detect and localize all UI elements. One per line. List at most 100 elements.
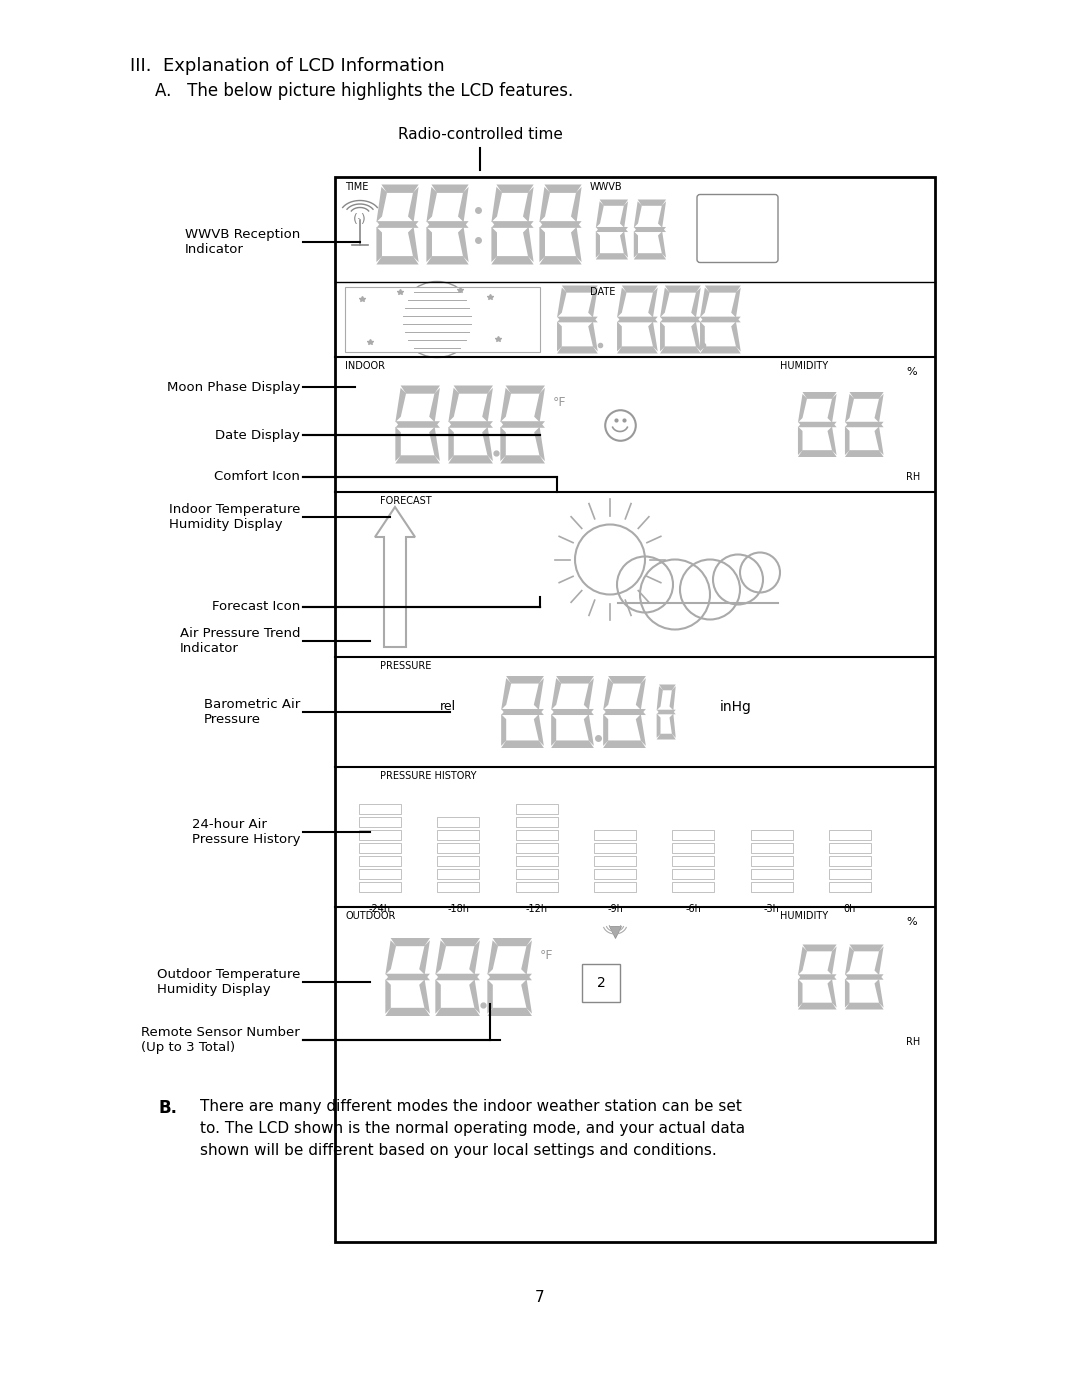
Bar — [673, 869, 714, 879]
Text: PRESSURE HISTORY: PRESSURE HISTORY — [380, 771, 476, 781]
Polygon shape — [448, 455, 492, 464]
Text: RH: RH — [906, 472, 920, 482]
Text: Remote Sensor Number
(Up to 3 Total): Remote Sensor Number (Up to 3 Total) — [141, 1025, 300, 1053]
Text: °F: °F — [553, 397, 567, 409]
Text: -6h: -6h — [686, 904, 701, 914]
Polygon shape — [395, 422, 440, 427]
Polygon shape — [850, 393, 883, 398]
FancyBboxPatch shape — [697, 194, 778, 263]
Polygon shape — [441, 937, 480, 946]
Polygon shape — [492, 937, 532, 946]
Text: Date Display: Date Display — [215, 429, 300, 441]
Polygon shape — [377, 226, 382, 263]
Polygon shape — [603, 708, 646, 715]
Polygon shape — [571, 226, 582, 263]
Polygon shape — [603, 678, 613, 710]
Polygon shape — [551, 740, 594, 747]
Bar — [515, 817, 557, 827]
Polygon shape — [660, 321, 665, 352]
Polygon shape — [491, 226, 497, 263]
Polygon shape — [798, 450, 837, 457]
Polygon shape — [700, 321, 705, 352]
Polygon shape — [603, 740, 646, 747]
Bar — [515, 830, 557, 840]
Polygon shape — [648, 288, 658, 317]
Polygon shape — [427, 187, 437, 222]
Bar — [515, 869, 557, 879]
Bar — [359, 869, 401, 879]
Polygon shape — [534, 714, 544, 746]
Text: There are many different modes the indoor weather station can be set
to. The LCD: There are many different modes the indoo… — [200, 1099, 745, 1158]
Text: -9h: -9h — [607, 904, 623, 914]
Text: HUMIDITY: HUMIDITY — [780, 360, 828, 372]
Text: -12h: -12h — [526, 904, 548, 914]
Polygon shape — [501, 740, 544, 747]
Polygon shape — [589, 321, 597, 352]
Polygon shape — [845, 946, 854, 975]
Polygon shape — [584, 678, 594, 710]
Polygon shape — [391, 937, 430, 946]
Bar — [751, 882, 793, 893]
Text: Comfort Icon: Comfort Icon — [214, 471, 300, 483]
Polygon shape — [448, 388, 459, 422]
Polygon shape — [500, 388, 511, 422]
Bar — [359, 805, 401, 814]
Polygon shape — [435, 974, 480, 981]
Polygon shape — [386, 974, 430, 981]
Polygon shape — [617, 321, 622, 352]
Bar — [359, 842, 401, 854]
Polygon shape — [395, 388, 406, 422]
Polygon shape — [556, 676, 594, 683]
Polygon shape — [419, 979, 430, 1014]
Text: III.  Explanation of LCD Information: III. Explanation of LCD Information — [130, 57, 445, 75]
Bar — [829, 882, 870, 893]
Polygon shape — [636, 714, 646, 746]
Polygon shape — [622, 285, 658, 292]
Polygon shape — [731, 321, 741, 352]
Bar — [594, 882, 636, 893]
Text: Outdoor Temperature
Humidity Display: Outdoor Temperature Humidity Display — [157, 968, 300, 996]
Polygon shape — [469, 940, 480, 975]
Polygon shape — [427, 256, 469, 264]
Text: rel: rel — [440, 700, 456, 714]
Polygon shape — [827, 979, 837, 1007]
Text: -3h: -3h — [764, 904, 780, 914]
Bar — [751, 856, 793, 866]
Polygon shape — [408, 187, 419, 222]
Bar — [359, 817, 401, 827]
Text: B.: B. — [158, 1099, 177, 1118]
Polygon shape — [395, 427, 401, 461]
Polygon shape — [431, 184, 469, 193]
Text: FORECAST: FORECAST — [380, 496, 432, 506]
Polygon shape — [802, 944, 837, 951]
Bar — [594, 830, 636, 840]
Polygon shape — [427, 226, 432, 263]
Polygon shape — [657, 710, 676, 714]
Polygon shape — [660, 346, 701, 353]
Bar — [359, 882, 401, 893]
Bar — [345, 286, 540, 352]
Polygon shape — [491, 221, 534, 228]
Polygon shape — [487, 1007, 532, 1016]
Polygon shape — [482, 388, 492, 422]
Text: Indoor Temperature
Humidity Display: Indoor Temperature Humidity Display — [168, 503, 300, 531]
Polygon shape — [636, 678, 646, 710]
Polygon shape — [798, 1003, 837, 1010]
Polygon shape — [620, 232, 629, 257]
Polygon shape — [634, 253, 666, 260]
Text: Barometric Air
Pressure: Barometric Air Pressure — [204, 698, 300, 726]
Polygon shape — [845, 450, 883, 457]
Polygon shape — [491, 256, 534, 264]
Text: INDOOR: INDOOR — [345, 360, 384, 372]
Polygon shape — [596, 201, 604, 228]
Bar — [437, 830, 480, 840]
Polygon shape — [539, 256, 582, 264]
Polygon shape — [700, 317, 741, 323]
Bar — [515, 856, 557, 866]
Polygon shape — [634, 226, 666, 232]
Polygon shape — [700, 288, 710, 317]
Polygon shape — [620, 201, 629, 228]
Bar — [359, 856, 401, 866]
Text: %: % — [906, 367, 917, 377]
Polygon shape — [634, 232, 638, 257]
